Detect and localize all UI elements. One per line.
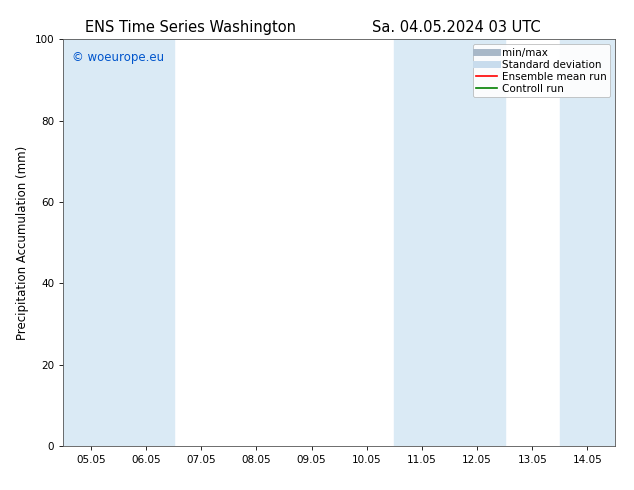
Text: ENS Time Series Washington: ENS Time Series Washington — [85, 20, 295, 35]
Bar — [394, 39, 450, 446]
Bar — [450, 39, 505, 446]
Bar — [63, 39, 119, 446]
Text: Sa. 04.05.2024 03 UTC: Sa. 04.05.2024 03 UTC — [372, 20, 541, 35]
Text: © woeurope.eu: © woeurope.eu — [72, 51, 164, 64]
Legend: min/max, Standard deviation, Ensemble mean run, Controll run: min/max, Standard deviation, Ensemble me… — [473, 45, 610, 97]
Y-axis label: Precipitation Accumulation (mm): Precipitation Accumulation (mm) — [16, 146, 29, 340]
Bar — [560, 39, 615, 446]
Bar — [119, 39, 174, 446]
